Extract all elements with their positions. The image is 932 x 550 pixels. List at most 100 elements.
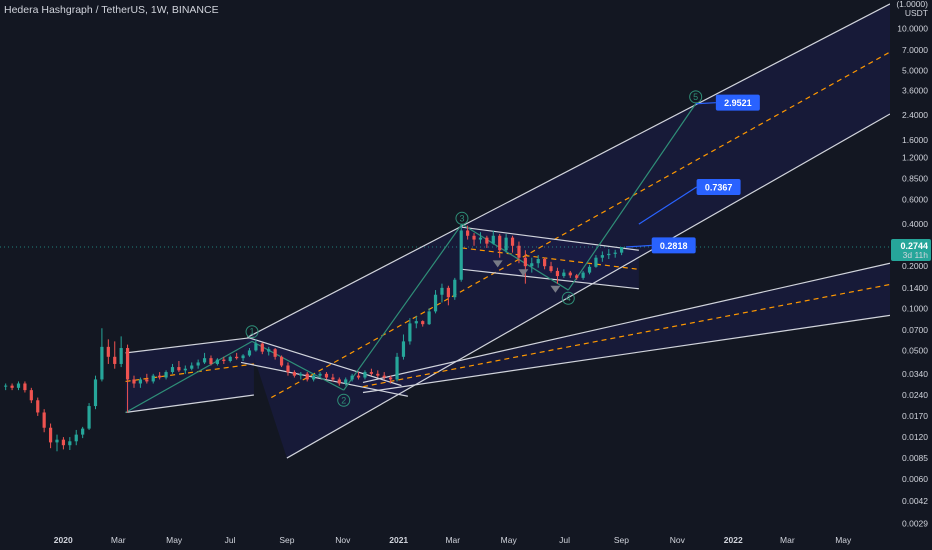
candle-body-77 bbox=[491, 235, 495, 244]
candle-body-37 bbox=[235, 356, 239, 359]
candle-body-93 bbox=[594, 257, 598, 267]
time-label-3: May bbox=[166, 535, 183, 545]
candle-body-9 bbox=[55, 439, 59, 443]
candle-body-58 bbox=[369, 372, 373, 374]
candle-body-14 bbox=[87, 406, 91, 429]
price-tick-20: 0.0085 bbox=[902, 453, 928, 463]
candle-body-64 bbox=[408, 323, 412, 342]
price-tick-8: 0.8500 bbox=[902, 173, 928, 183]
candle-body-81 bbox=[517, 245, 521, 258]
price-scale[interactable] bbox=[890, 0, 932, 550]
trendline-20 bbox=[625, 244, 652, 248]
candles bbox=[4, 224, 624, 452]
arrow-marker-1 bbox=[492, 260, 503, 268]
target-badge-bg-2 bbox=[696, 178, 741, 195]
candle-body-94 bbox=[600, 255, 604, 258]
wave-circle-1 bbox=[245, 325, 259, 339]
trendline-5 bbox=[286, 113, 891, 459]
candle-body-45 bbox=[286, 365, 290, 373]
arrow-marker-2 bbox=[518, 269, 529, 277]
candle-body-39 bbox=[247, 350, 252, 356]
trendline-9 bbox=[362, 262, 891, 384]
candle-body-61 bbox=[389, 377, 393, 380]
candle-body-51 bbox=[324, 373, 329, 378]
time-label-5: Sep bbox=[279, 535, 294, 545]
trendline-11 bbox=[362, 314, 891, 394]
price-scale-header-label: (1.0000) bbox=[896, 0, 928, 9]
candle-body-7 bbox=[42, 412, 46, 428]
candle-body-47 bbox=[299, 373, 303, 376]
candle-body-28 bbox=[177, 367, 181, 371]
candle-body-3 bbox=[16, 383, 21, 388]
time-label-14: Mar bbox=[780, 535, 795, 545]
trendline-15 bbox=[125, 340, 253, 413]
candle-body-66 bbox=[421, 321, 425, 325]
wave-labels: 1 2 3 4 5 bbox=[245, 90, 703, 407]
candle-body-97 bbox=[620, 246, 624, 253]
candle-body-13 bbox=[81, 428, 85, 435]
trendline-17 bbox=[343, 223, 463, 391]
trendline-18 bbox=[461, 223, 569, 291]
candle-body-84 bbox=[536, 259, 540, 264]
time-label-11: Sep bbox=[614, 535, 629, 545]
price-tick-1: 10.0000 bbox=[897, 24, 928, 34]
candle-body-75 bbox=[478, 237, 483, 240]
candle-body-2 bbox=[10, 385, 14, 388]
candle-body-34 bbox=[215, 359, 219, 364]
price-tick-17: 0.0240 bbox=[902, 390, 928, 400]
price-tick-11: 0.2000 bbox=[902, 261, 928, 271]
candle-body-67 bbox=[427, 311, 431, 325]
trendline-2 bbox=[125, 394, 254, 414]
wave-label-3: 3 bbox=[459, 213, 464, 223]
candle-body-72 bbox=[459, 230, 463, 280]
candle-body-54 bbox=[344, 379, 348, 384]
candle-body-43 bbox=[273, 349, 277, 357]
candle-body-74 bbox=[472, 235, 476, 240]
time-label-1: 2020 bbox=[54, 535, 73, 545]
candle-body-60 bbox=[382, 375, 386, 378]
candle-body-33 bbox=[209, 358, 213, 364]
time-label-15: May bbox=[835, 535, 852, 545]
candle-body-69 bbox=[440, 287, 444, 295]
candle-body-29 bbox=[183, 368, 187, 371]
time-axis: 2020 Mar May Jul Sep Nov 2021 Mar May Jul Sep Nov 20… bbox=[54, 535, 852, 545]
candle-body-62 bbox=[395, 356, 399, 380]
wave-circle-5 bbox=[689, 90, 703, 104]
arrow-markers bbox=[492, 260, 561, 293]
wave-label-5: 5 bbox=[693, 92, 698, 102]
time-label-12: Nov bbox=[670, 535, 686, 545]
candle-body-32 bbox=[202, 358, 207, 363]
current-price-value: 0.2744 bbox=[900, 241, 928, 251]
arrow-marker-3 bbox=[550, 285, 561, 293]
price-tick-19: 0.0120 bbox=[902, 432, 928, 442]
trendline-13 bbox=[461, 247, 639, 270]
candle-body-25 bbox=[158, 375, 162, 378]
price-tick-3: 5.0000 bbox=[902, 66, 928, 76]
candle-body-68 bbox=[433, 294, 438, 312]
candle-body-48 bbox=[305, 373, 309, 380]
candle-body-10 bbox=[61, 439, 66, 446]
chart-title: Hedera Hashgraph / TetherUS, 1W, BINANCE bbox=[4, 4, 219, 16]
candle-body-42 bbox=[267, 349, 271, 352]
candle-body-90 bbox=[575, 275, 579, 278]
trendline-22 bbox=[695, 102, 716, 105]
wave-circle-3 bbox=[455, 211, 469, 225]
current-price-badge-bg bbox=[891, 238, 931, 261]
target-badge-label-2: 0.7367 bbox=[705, 182, 733, 192]
candle-body-41 bbox=[260, 343, 264, 352]
price-tick-4: 3.6000 bbox=[902, 86, 928, 96]
candle-body-89 bbox=[568, 272, 572, 276]
candle-body-15 bbox=[93, 379, 98, 407]
candle-body-65 bbox=[414, 321, 418, 324]
price-tick-22: 0.0042 bbox=[902, 496, 928, 506]
price-scale-ticks: 10.0000 7.0000 5.0000 3.6000 2.4000 1.6000 1.2… bbox=[897, 24, 928, 529]
channel-fill-2 bbox=[247, 3, 891, 459]
candle-body-26 bbox=[164, 372, 168, 378]
channel-fill-1 bbox=[125, 337, 254, 413]
candle-body-40 bbox=[254, 343, 258, 351]
candle-body-56 bbox=[356, 375, 361, 378]
target-badge-bg-3 bbox=[651, 237, 696, 254]
price-tick-23: 0.0029 bbox=[902, 518, 928, 528]
candle-body-22 bbox=[138, 379, 143, 384]
